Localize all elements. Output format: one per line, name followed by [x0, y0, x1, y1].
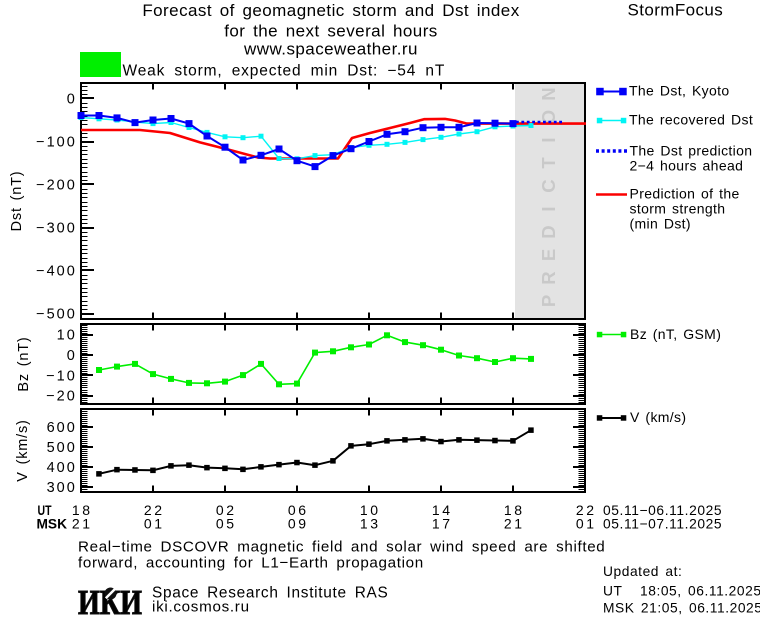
svg-text:Forecast of geomagnetic storm: Forecast of geomagnetic storm and Dst in…: [142, 1, 519, 20]
svg-text:500: 500: [47, 440, 77, 456]
svg-text:R: R: [538, 271, 559, 284]
svg-text:E: E: [538, 249, 559, 261]
svg-text:Updated at:: Updated at:: [603, 564, 682, 579]
svg-text:300: 300: [47, 480, 77, 496]
svg-text:N: N: [538, 87, 559, 100]
svg-text:05.11−06.11.2025: 05.11−06.11.2025: [603, 503, 722, 518]
svg-text:−300: −300: [36, 221, 77, 237]
svg-text:−200: −200: [36, 178, 77, 194]
svg-text:UT: UT: [38, 503, 53, 518]
svg-text:Weak storm, expected min Dst:: Weak storm, expected min Dst: −54 nT: [123, 63, 446, 80]
svg-text:Dst (nT): Dst (nT): [9, 171, 25, 232]
svg-text:V (km/s): V (km/s): [15, 419, 31, 481]
svg-text:The recovered Dst: The recovered Dst: [629, 112, 753, 128]
svg-text:17: 17: [432, 516, 453, 532]
svg-text:01: 01: [576, 516, 597, 532]
svg-text:O: O: [538, 110, 559, 124]
svg-text:13: 13: [360, 516, 381, 532]
svg-text:0: 0: [67, 348, 77, 364]
svg-text:14: 14: [432, 502, 453, 518]
svg-text:Bz (nT): Bz (nT): [16, 336, 32, 391]
svg-text:Real−time DSCOVR magnetic fiel: Real−time DSCOVR magnetic field and sola…: [78, 539, 605, 556]
svg-text:storm strength: storm strength: [630, 200, 726, 216]
svg-text:600: 600: [47, 420, 77, 436]
svg-text:01: 01: [144, 516, 165, 532]
svg-text:forward, accounting for L1−Ear: forward, accounting for L1−Earth propaga…: [78, 555, 424, 572]
svg-text:22: 22: [144, 502, 165, 518]
svg-text:06: 06: [288, 502, 309, 518]
svg-text:21: 21: [72, 516, 93, 532]
svg-text:Space Research Institute RAS: Space Research Institute RAS: [152, 585, 388, 602]
svg-text:The Dst prediction: The Dst prediction: [630, 142, 753, 158]
svg-text:−400: −400: [36, 264, 77, 280]
svg-text:05.11−07.11.2025: 05.11−07.11.2025: [603, 517, 722, 532]
svg-text:−10: −10: [46, 368, 77, 384]
svg-text:Bz (nT, GSM): Bz (nT, GSM): [630, 326, 721, 342]
svg-text:2−4 hours ahead: 2−4 hours ahead: [630, 157, 744, 173]
svg-text:18:05, 06.11.2025: 18:05, 06.11.2025: [640, 584, 760, 599]
svg-text:I: I: [538, 137, 559, 142]
svg-text:V (km/s): V (km/s): [630, 409, 686, 425]
svg-text:www.spaceweather.ru: www.spaceweather.ru: [243, 40, 418, 59]
svg-text:−100: −100: [36, 135, 77, 151]
svg-text:400: 400: [47, 460, 77, 476]
svg-text:for the next several hours: for the next several hours: [224, 22, 438, 41]
svg-text:MSK 21:05, 06.11.2025: MSK 21:05, 06.11.2025: [603, 601, 760, 616]
svg-text:0: 0: [67, 92, 77, 108]
svg-text:UT: UT: [603, 584, 623, 599]
svg-text:05: 05: [216, 516, 237, 532]
svg-text:MSK: MSK: [37, 517, 68, 532]
svg-text:P: P: [538, 295, 559, 307]
svg-text:18: 18: [72, 502, 93, 518]
svg-text:10: 10: [360, 502, 381, 518]
svg-text:−20: −20: [46, 389, 77, 405]
svg-text:02: 02: [216, 502, 237, 518]
svg-text:The Dst, Kyoto: The Dst, Kyoto: [629, 83, 730, 99]
svg-text:10: 10: [57, 328, 77, 344]
svg-text:iki.cosmos.ru: iki.cosmos.ru: [152, 599, 250, 616]
svg-text:(min Dst): (min Dst): [630, 216, 691, 232]
svg-text:Prediction of the: Prediction of the: [630, 185, 740, 201]
svg-text:−500: −500: [36, 307, 77, 323]
svg-text:09: 09: [288, 516, 309, 532]
svg-text:I: I: [538, 206, 559, 211]
svg-text:22: 22: [576, 502, 597, 518]
svg-text:D: D: [538, 225, 559, 238]
svg-text:18: 18: [504, 502, 525, 518]
svg-text:StormFocus: StormFocus: [628, 1, 724, 20]
svg-text:21: 21: [504, 516, 525, 532]
svg-text:C: C: [538, 179, 559, 192]
svg-text:T: T: [538, 157, 559, 169]
